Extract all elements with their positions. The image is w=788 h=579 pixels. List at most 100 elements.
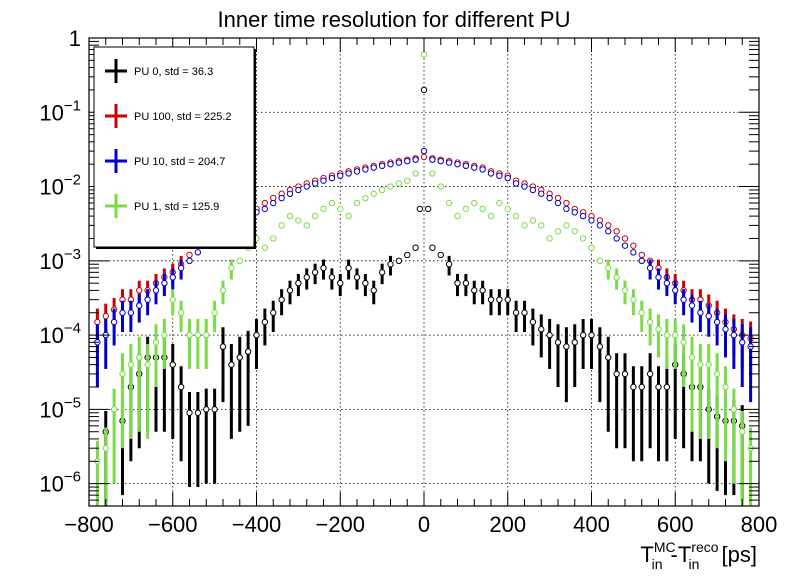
data-point <box>512 309 520 316</box>
data-point <box>136 287 143 294</box>
data-point <box>211 406 218 413</box>
data-point <box>688 354 696 361</box>
data-point <box>169 296 176 303</box>
data-point <box>646 318 654 326</box>
data-point <box>261 199 269 207</box>
data-point <box>345 212 352 220</box>
data-point <box>328 274 336 281</box>
data-point <box>420 51 428 58</box>
data-point <box>370 287 377 294</box>
x-axis-title-sub2: in <box>689 556 700 572</box>
data-point <box>311 212 319 220</box>
data-point <box>697 309 704 316</box>
data-point <box>437 251 444 259</box>
data-point <box>672 287 679 294</box>
data-point <box>270 309 277 316</box>
data-point <box>554 228 562 235</box>
data-point <box>278 194 285 202</box>
data-point <box>621 242 629 249</box>
data-point <box>529 217 537 224</box>
data-point <box>487 296 495 303</box>
data-point <box>630 383 637 391</box>
y-tick-label: 10−6 <box>39 469 81 497</box>
data-point <box>512 212 520 220</box>
x-axis-title: TMC in -Treco in [ps] <box>640 539 757 572</box>
data-point <box>194 331 202 339</box>
y-tick-label-base: 1 <box>69 26 81 51</box>
data-point <box>320 264 327 272</box>
x-tick-label: 600 <box>657 512 694 537</box>
data-point <box>228 264 235 272</box>
data-point <box>730 406 738 413</box>
data-point <box>278 222 285 229</box>
data-point <box>136 354 143 361</box>
data-point <box>546 331 553 339</box>
legend-box <box>93 46 255 248</box>
data-point <box>546 235 553 242</box>
data-point <box>512 180 520 187</box>
data-point <box>521 309 528 316</box>
y-tick-label-base: 10 <box>39 397 63 422</box>
data-point <box>387 183 394 190</box>
data-point <box>345 170 352 177</box>
data-point <box>646 264 654 272</box>
data-point <box>328 174 336 182</box>
data-point <box>420 153 428 161</box>
data-point <box>353 274 361 281</box>
legend-shadow-bottom <box>96 247 256 249</box>
data-point <box>613 274 620 281</box>
y-tick-labels: 110−110−210−310−410−510−6 <box>39 26 81 497</box>
data-point <box>722 326 729 333</box>
data-point <box>588 331 595 339</box>
y-tick-label-base: 10 <box>39 249 63 274</box>
y-tick-label: 10−2 <box>39 172 81 200</box>
data-point <box>337 172 344 179</box>
y-tick-label-base: 10 <box>39 472 63 497</box>
data-point <box>462 205 470 213</box>
data-point <box>479 166 486 173</box>
x-axis-title-sup2: reco <box>691 539 718 555</box>
data-point <box>571 339 578 346</box>
data-point <box>613 235 620 242</box>
y-tick-label-exponent: −6 <box>64 469 81 486</box>
chart-title: Inner time resolution for different PU <box>218 7 571 32</box>
legend-entry: PU 1, std = 125.9 <box>105 194 219 218</box>
data-point <box>378 269 386 276</box>
x-tick-labels: −800 −600 −400 −200 0 200 400 600 800 <box>64 512 777 537</box>
x-tick-label: 0 <box>418 512 430 537</box>
data-point <box>228 361 235 368</box>
x-axis-title-sup1: MC <box>654 539 676 555</box>
data-point <box>337 279 344 287</box>
legend-label: PU 1, std = 125.9 <box>134 201 219 213</box>
data-point <box>454 212 461 220</box>
data-point <box>412 244 419 251</box>
data-point <box>563 343 570 350</box>
data-point <box>261 244 269 251</box>
data-point <box>663 279 671 287</box>
data-point <box>412 156 419 163</box>
x-tick-label: 400 <box>573 512 610 537</box>
data-point <box>177 383 185 391</box>
y-tick-label: 10−4 <box>39 320 81 348</box>
data-point <box>395 180 403 187</box>
data-point <box>102 312 109 320</box>
x-axis-title-sub1: in <box>652 556 663 572</box>
data-point <box>345 264 352 272</box>
data-point <box>102 445 109 452</box>
x-tick-label: 800 <box>741 512 778 537</box>
data-point <box>538 190 545 197</box>
data-point <box>194 249 202 256</box>
data-point <box>378 186 386 194</box>
data-point <box>119 370 126 378</box>
legend-entry: PU 0, std = 36.3 <box>105 59 213 83</box>
data-point <box>705 361 712 368</box>
data-point <box>454 160 461 168</box>
data-point <box>730 331 738 339</box>
data-point <box>424 205 432 213</box>
data-point <box>563 205 570 213</box>
data-point <box>713 318 721 326</box>
data-point <box>362 194 369 202</box>
data-point <box>504 296 511 303</box>
data-point <box>554 199 562 207</box>
data-point <box>378 162 386 170</box>
